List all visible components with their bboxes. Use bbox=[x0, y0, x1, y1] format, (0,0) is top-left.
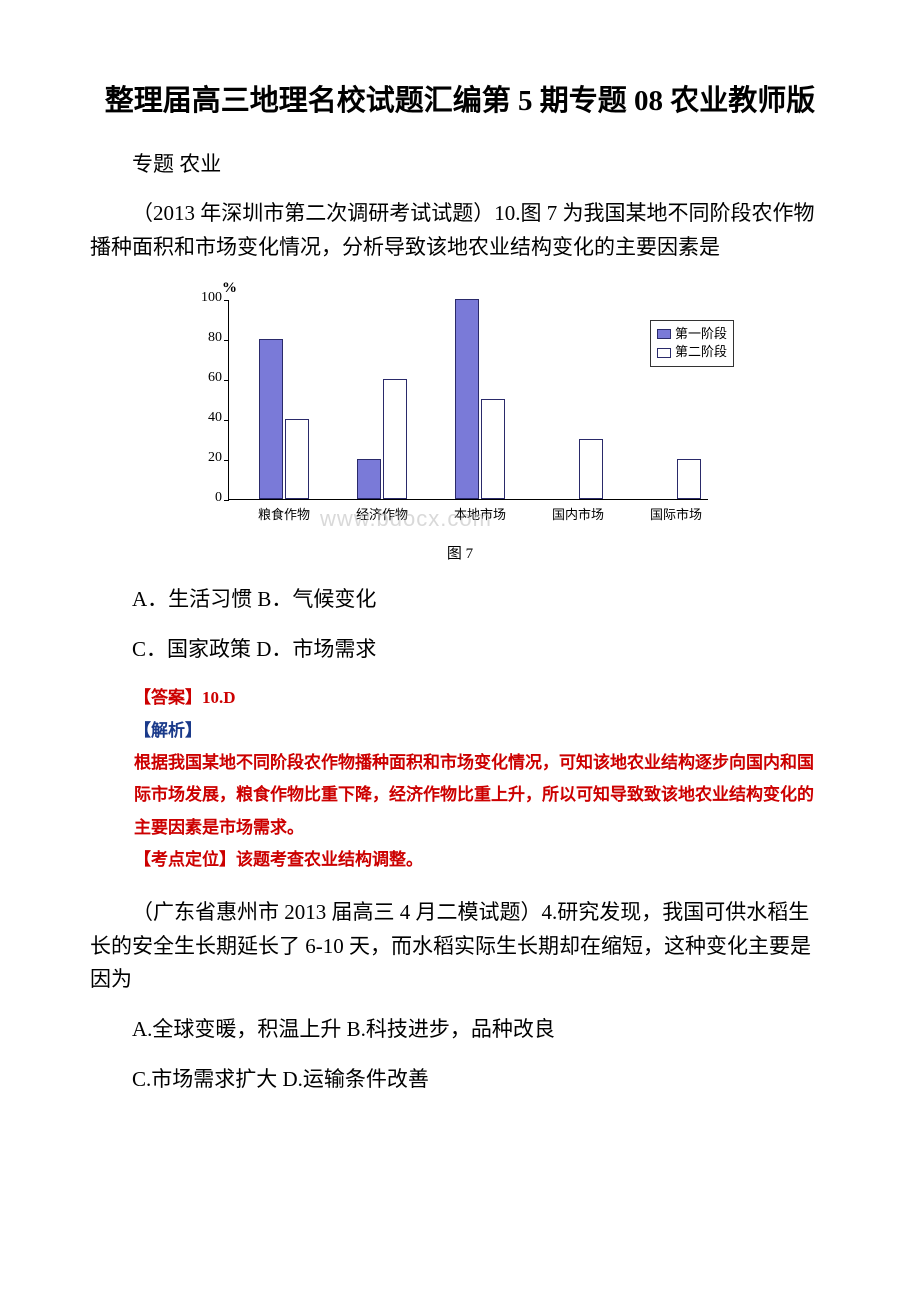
answer-label: 【答案】10.D bbox=[134, 682, 830, 714]
x-axis-labels: 粮食作物 经济作物 本地市场 国内市场 国际市场 bbox=[228, 504, 708, 524]
y-tick-mark bbox=[224, 340, 229, 341]
chart-caption: 图 7 bbox=[180, 542, 740, 563]
y-tick-label: 80 bbox=[188, 330, 222, 346]
q2-options-line2: C.市场需求扩大 D.运输条件改善 bbox=[90, 1063, 830, 1097]
y-tick-mark bbox=[224, 500, 229, 501]
bar-phase2 bbox=[285, 419, 309, 499]
bar-phase1 bbox=[455, 299, 479, 499]
x-category-label: 国际市场 bbox=[650, 504, 702, 523]
legend-label: 第一阶段 bbox=[675, 325, 727, 343]
kaodian: 【考点定位】该题考查农业结构调整。 bbox=[134, 844, 830, 876]
bar-phase2 bbox=[579, 439, 603, 499]
y-tick-label: 100 bbox=[188, 290, 222, 306]
bar-phase1 bbox=[357, 459, 381, 499]
y-tick-label: 20 bbox=[188, 450, 222, 466]
q1-stem: （2013 年深圳市第二次调研考试试题）10.图 7 为我国某地不同阶段农作物播… bbox=[90, 197, 830, 264]
q2-stem: （广东省惠州市 2013 届高三 4 月二模试题）4.研究发现，我国可供水稻生长… bbox=[90, 896, 830, 997]
y-axis-unit: % bbox=[222, 280, 237, 297]
bar-phase1 bbox=[259, 339, 283, 499]
legend-row: 第一阶段 bbox=[657, 325, 727, 343]
x-category-label: 粮食作物 bbox=[258, 504, 310, 523]
y-tick-label: 40 bbox=[188, 410, 222, 426]
q2-options-line1: A.全球变暖，积温上升 B.科技进步，品种改良 bbox=[90, 1013, 830, 1047]
jiexi-label: 【解析】 bbox=[134, 715, 830, 747]
subtitle: 专题 农业 bbox=[90, 148, 830, 182]
chart-legend: 第一阶段第二阶段 bbox=[650, 320, 734, 366]
bar-phase2 bbox=[383, 379, 407, 499]
chart-canvas: % 0 20 40 60 80 100 粮食作物 经济作物 本地市场 国内市场 国际市场 第一阶段… bbox=[180, 280, 740, 540]
answer-block-1: 【答案】10.D 【解析】 根据我国某地不同阶段农作物播种面积和市场变化情况，可… bbox=[134, 682, 830, 876]
y-tick-mark bbox=[224, 460, 229, 461]
y-tick-mark bbox=[224, 380, 229, 381]
bar-phase2 bbox=[481, 399, 505, 499]
y-tick-label: 0 bbox=[188, 490, 222, 506]
chart-figure-7: % 0 20 40 60 80 100 粮食作物 经济作物 本地市场 国内市场 国际市场 第一阶段… bbox=[180, 280, 740, 563]
page-title: 整理届高三地理名校试题汇编第 5 期专题 08 农业教师版 bbox=[90, 80, 830, 124]
legend-swatch bbox=[657, 348, 671, 358]
jiexi-body: 根据我国某地不同阶段农作物播种面积和市场变化情况，可知该地农业结构逐步向国内和国… bbox=[134, 747, 830, 844]
x-category-label: 国内市场 bbox=[552, 504, 604, 523]
y-tick-label: 60 bbox=[188, 370, 222, 386]
legend-row: 第二阶段 bbox=[657, 343, 727, 361]
x-category-label: 本地市场 bbox=[454, 504, 506, 523]
y-axis-labels: 020406080100 bbox=[188, 298, 222, 508]
x-category-label: 经济作物 bbox=[356, 504, 408, 523]
y-tick-mark bbox=[224, 300, 229, 301]
legend-swatch bbox=[657, 329, 671, 339]
y-tick-mark bbox=[224, 420, 229, 421]
legend-label: 第二阶段 bbox=[675, 343, 727, 361]
q1-options-line1: A．生活习惯 B．气候变化 bbox=[90, 583, 830, 617]
q1-options-line2: C．国家政策 D．市场需求 bbox=[90, 633, 830, 667]
plot-area bbox=[228, 300, 708, 500]
bar-phase2 bbox=[677, 459, 701, 499]
